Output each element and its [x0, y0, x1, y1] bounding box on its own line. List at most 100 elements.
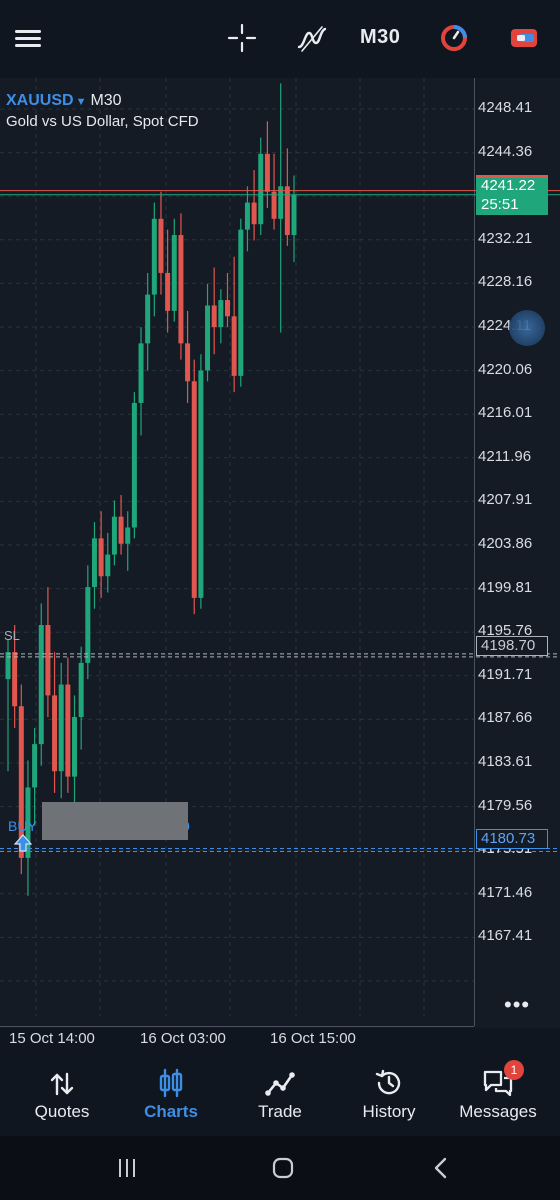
bid-price: 4241.22: [481, 177, 536, 194]
candle-body: [138, 343, 144, 403]
candle-body: [25, 787, 31, 858]
candle-body: [198, 370, 204, 598]
candle-body: [45, 624, 51, 696]
messages-icon: [442, 1058, 554, 1098]
candle-body: [185, 343, 191, 382]
nav-trade[interactable]: Trade: [224, 1058, 336, 1136]
price-chart[interactable]: [0, 78, 560, 1028]
symbol-timeframe: M30: [90, 92, 122, 109]
price-axis-label: 4207.91: [478, 491, 533, 509]
redacted-area: [42, 802, 188, 840]
buy-line-tag[interactable]: BUY: [8, 818, 37, 834]
candle-body: [38, 624, 44, 745]
price-axis-label: 4195.76: [478, 622, 533, 640]
home-icon[interactable]: [270, 1156, 296, 1180]
sl-price-badge[interactable]: 4198.70: [476, 636, 548, 656]
candle-body: [12, 652, 18, 707]
bar-countdown: 25:51: [481, 196, 519, 213]
candle-body: [178, 235, 184, 344]
bottom-navigation: Quotes Charts Trade: [0, 1058, 560, 1136]
menu-icon[interactable]: [8, 18, 48, 58]
crosshair-icon[interactable]: [222, 18, 262, 58]
candle-body: [205, 305, 211, 371]
one-click-trading-icon[interactable]: [434, 18, 474, 58]
price-axis-label: 4199.81: [478, 578, 533, 596]
candle-body: [72, 717, 78, 777]
price-axis-label: 4216.01: [478, 404, 533, 422]
price-axis-label: 4187.66: [478, 709, 533, 727]
buy-arrow-icon: [14, 834, 32, 852]
symbol-name[interactable]: XAUUSD: [6, 92, 74, 109]
candle-body: [165, 272, 171, 311]
candle-body: [78, 662, 84, 718]
price-axis-label: 4228.16: [478, 273, 533, 291]
price-axis-label: 4191.71: [478, 665, 533, 683]
nav-history[interactable]: History: [333, 1058, 445, 1136]
candle-body: [111, 516, 117, 555]
history-icon: [333, 1058, 445, 1098]
candle-body: [91, 538, 97, 588]
indicators-icon[interactable]: [292, 18, 332, 58]
sl-line-tag[interactable]: SL: [4, 628, 20, 643]
time-axis-label: 16 Oct 15:00: [270, 1030, 356, 1047]
buy-price-badge[interactable]: 4180.73: [476, 829, 548, 849]
nav-quotes[interactable]: Quotes: [6, 1058, 118, 1136]
trade-toggle-icon[interactable]: [504, 18, 544, 58]
price-axis-label: 4211.96: [478, 447, 532, 465]
price-axis-label: 4183.61: [478, 753, 533, 770]
candle-body: [105, 554, 111, 577]
candle-body: [284, 186, 290, 236]
messages-badge: 1: [504, 1060, 524, 1080]
nav-label: Messages: [459, 1102, 537, 1121]
candle-body: [85, 587, 91, 663]
nav-label: Trade: [258, 1102, 302, 1121]
candle-body: [171, 235, 177, 311]
alert-marker[interactable]: [509, 310, 545, 346]
candle-body: [32, 744, 38, 788]
price-axis-label: 4167.41: [478, 927, 533, 945]
candle-body: [238, 229, 244, 376]
trade-icon: [224, 1058, 336, 1098]
candle-body: [145, 294, 151, 344]
candle-body: [158, 218, 164, 273]
time-axis-label: 15 Oct 14:00: [9, 1030, 95, 1047]
recent-apps-icon[interactable]: [114, 1156, 140, 1180]
nav-charts[interactable]: Charts: [115, 1058, 227, 1136]
candle-body: [251, 202, 257, 225]
symbol-description: Gold vs US Dollar, Spot CFD: [6, 113, 199, 130]
chart-canvas[interactable]: [0, 78, 560, 1028]
candle-body: [224, 300, 230, 317]
symbol-dropdown-icon[interactable]: ▼: [75, 96, 87, 108]
price-axis-label: 4220.06: [478, 360, 533, 378]
candle-body: [218, 300, 224, 328]
candle-body: [258, 153, 264, 225]
charts-icon: [115, 1058, 227, 1098]
quotes-icon: [6, 1058, 118, 1098]
timeframe-label[interactable]: M30: [360, 26, 401, 48]
nav-messages[interactable]: 1 Messages: [442, 1058, 554, 1136]
candle-body: [231, 316, 237, 376]
candle-body: [65, 684, 71, 777]
nav-label: History: [362, 1102, 416, 1121]
back-icon[interactable]: [428, 1156, 454, 1180]
candle-body: [264, 153, 270, 192]
candle-body: [52, 695, 58, 772]
candle-body: [271, 191, 277, 219]
candle-body: [18, 706, 24, 858]
candle-body: [151, 218, 157, 295]
candle-body: [244, 202, 250, 230]
price-axis-label: 4244.36: [478, 142, 533, 160]
system-navigation-bar: [0, 1136, 560, 1200]
candle-body: [125, 527, 131, 544]
candle-body: [98, 538, 104, 577]
price-axis-label: 4232.21: [478, 229, 533, 247]
nav-label: Quotes: [34, 1102, 90, 1121]
candle-body: [131, 402, 137, 528]
price-axis-label: 4203.86: [478, 535, 533, 552]
symbol-info[interactable]: XAUUSD ▼ M30 Gold vs US Dollar, Spot CFD: [6, 92, 199, 130]
candle-body: [278, 186, 284, 219]
top-toolbar: M30: [0, 0, 560, 78]
nav-label: Charts: [144, 1102, 198, 1121]
more-options-icon[interactable]: •••: [504, 992, 531, 1017]
price-axis-label: 4179.56: [478, 796, 533, 814]
